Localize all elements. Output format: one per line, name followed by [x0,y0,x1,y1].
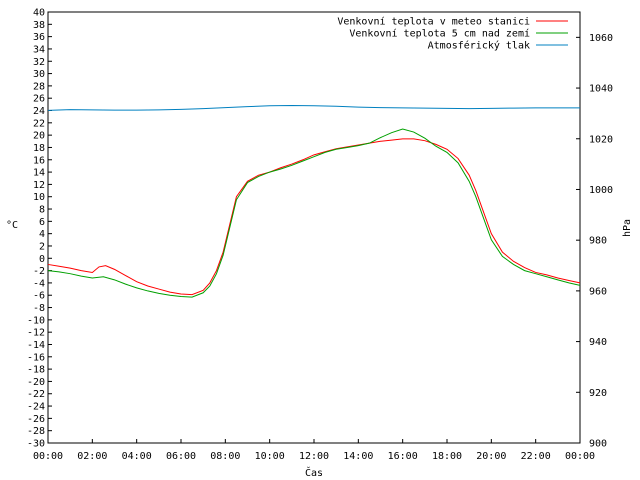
x-tick-label: 06:00 [166,451,196,462]
y-left-tick-label: -12 [27,328,45,339]
y-left-tick-label: 34 [33,44,45,55]
y-left-tick-label: 30 [33,69,45,80]
y-left-tick-label: 20 [33,131,45,142]
y-left-tick-label: 16 [33,155,45,166]
y-left-tick-label: 18 [33,143,45,154]
legend-label-0: Venkovní teplota v meteo stanici [337,16,530,28]
x-axis-label: Čas [305,466,323,479]
y-left-tick-label: 8 [39,205,45,216]
x-tick-label: 00:00 [33,451,63,462]
y-right-ticks: 900 920 940 960 980 1000 1020 1040 1060 [576,33,613,450]
y-left-tick-label: -26 [27,414,45,425]
x-tick-label: 02:00 [77,451,107,462]
y-right-tick-label: 940 [589,337,607,348]
y-left-tick-label: -16 [27,352,45,363]
x-tick-label: 18:00 [432,451,462,462]
y-left-axis-label: °C [6,220,18,231]
series-lines [47,105,581,298]
y-right-axis-label: hPa [622,219,633,237]
y-left-tick-label: 2 [39,241,45,252]
series-line-1 [47,128,581,298]
plot-border [47,11,581,444]
x-tick-label: 08:00 [210,451,240,462]
y-left-tick-label: -2 [33,266,45,277]
y-left-tick-label: -18 [27,365,45,376]
x-ticks: 00:00 02:00 04:00 06:00 08:00 10:00 12:00 14:00… [33,439,595,462]
y-left-tick-label: -6 [33,291,45,302]
legend: Venkovní teplota v meteo staniciVenkovní… [337,16,568,52]
y-left-tick-label: 40 [33,8,45,19]
y-left-tick-label: 38 [33,20,45,31]
y-right-tick-label: 1060 [589,33,613,44]
x-tick-label: 16:00 [388,451,418,462]
y-right-tick-label: 900 [589,439,607,450]
y-left-tick-label: 32 [33,57,45,68]
y-left-tick-label: -28 [27,426,45,437]
y-left-tick-label: 36 [33,32,45,43]
x-tick-label: 12:00 [299,451,329,462]
y-left-tick-label: -22 [27,389,45,400]
y-right-tick-label: 960 [589,286,607,297]
y-right-tick-label: 1000 [589,185,613,196]
y-left-tick-label: 24 [33,106,45,117]
y-left-ticks: -30-28-26-24-22-20-18-16-14-12-10-8-6-4-… [27,8,52,450]
y-left-tick-label: 28 [33,81,45,92]
y-left-tick-label: 22 [33,118,45,129]
y-left-tick-label: 0 [39,254,45,265]
y-left-tick-label: 14 [33,168,45,179]
y-left-tick-label: -20 [27,377,45,388]
y-left-tick-label: -4 [33,278,45,289]
y-left-tick-label: 26 [33,94,45,105]
y-left-tick-label: -24 [27,402,45,413]
y-right-tick-label: 980 [589,236,607,247]
series-line-2 [47,105,580,111]
y-left-tick-label: -14 [27,340,45,351]
legend-label-2: Atmosférický tlak [428,40,530,52]
x-tick-label: 10:00 [255,451,285,462]
y-left-tick-label: 4 [39,229,45,240]
y-right-tick-label: 1040 [589,84,613,95]
y-left-tick-label: 10 [33,192,45,203]
y-left-tick-label: -10 [27,315,45,326]
x-tick-label: 14:00 [343,451,373,462]
x-tick-label: 04:00 [122,451,152,462]
x-tick-label: 00:00 [565,451,595,462]
y-right-tick-label: 920 [589,388,607,399]
y-left-tick-label: 12 [33,180,45,191]
series-line-0 [47,138,581,296]
x-tick-label: 22:00 [521,451,551,462]
legend-label-1: Venkovní teplota 5 cm nad zemí [349,28,530,40]
y-left-tick-label: -8 [33,303,45,314]
y-left-tick-label: -30 [27,439,45,450]
y-right-tick-label: 1020 [589,134,613,145]
x-tick-label: 20:00 [476,451,506,462]
y-left-tick-label: 6 [39,217,45,228]
